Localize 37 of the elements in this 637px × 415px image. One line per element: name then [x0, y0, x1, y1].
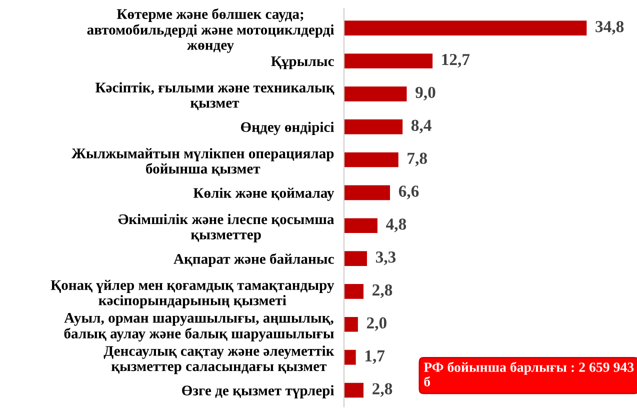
data-label: 2,8: [372, 383, 392, 397]
data-label: 1,7: [366, 350, 385, 364]
bar: [344, 251, 367, 266]
data-label: 2,0: [366, 317, 386, 331]
y-tick-label: Өзге де қызмет түрлері: [182, 385, 334, 398]
bar: [344, 185, 390, 200]
data-label: 6,6: [398, 186, 419, 200]
bar: [344, 218, 378, 234]
y-tick-label: Қонақ үйлер мен қоғамдық тамақтандыру кәсіпорындарының қызметі: [50, 280, 334, 308]
y-tick-label: Көлік және қоймалау: [193, 188, 334, 201]
data-label: 34,8: [596, 20, 624, 35]
y-tick-label: Денсаулық сақтау және әлеуметтік қызметтер саласындағы қызмет: [104, 346, 334, 374]
data-label: 3,3: [376, 252, 396, 266]
bar: [344, 20, 587, 36]
data-label: 12,7: [442, 54, 470, 68]
data-label: 4,8: [386, 218, 406, 232]
y-tick-label: Ауыл, орман шаруашылығы, аңшылық, балық аулау және балық шаруашылығы: [64, 313, 334, 342]
y-tick-label: Жылжымайтын мүлікпен операциялар бойынша қызмет: [72, 148, 334, 176]
bar: [344, 119, 403, 134]
bar: [344, 54, 433, 68]
bar: [344, 284, 364, 299]
data-label: 2,8: [372, 284, 392, 298]
y-tick-label: Өңдеу өндірісі: [240, 122, 334, 136]
bar: [344, 316, 358, 332]
y-tick-label: Ақпарат және байланыс: [174, 253, 334, 267]
data-label: 8,4: [411, 120, 432, 134]
bar: [344, 350, 356, 365]
bar: [344, 382, 364, 398]
data-label: 7,8: [408, 152, 427, 166]
bar: [344, 152, 398, 168]
y-tick-label: Кәсіптік, ғылыми және техникалық қызмет: [95, 82, 334, 110]
bar: [344, 86, 407, 102]
data-label: 9,0: [416, 86, 436, 100]
annotation: РФ бойынша барлығы : 2 659 943 б: [424, 362, 634, 386]
y-tick-label: Әкімшілік және ілеспе қосымша қызметтер: [118, 214, 334, 242]
y-tick-label: Құрылыс: [271, 56, 334, 70]
y-tick-label: Көтерме және бөлшек сауда; автомобильдерді және мотоциклдерді жөндеу: [87, 8, 334, 53]
